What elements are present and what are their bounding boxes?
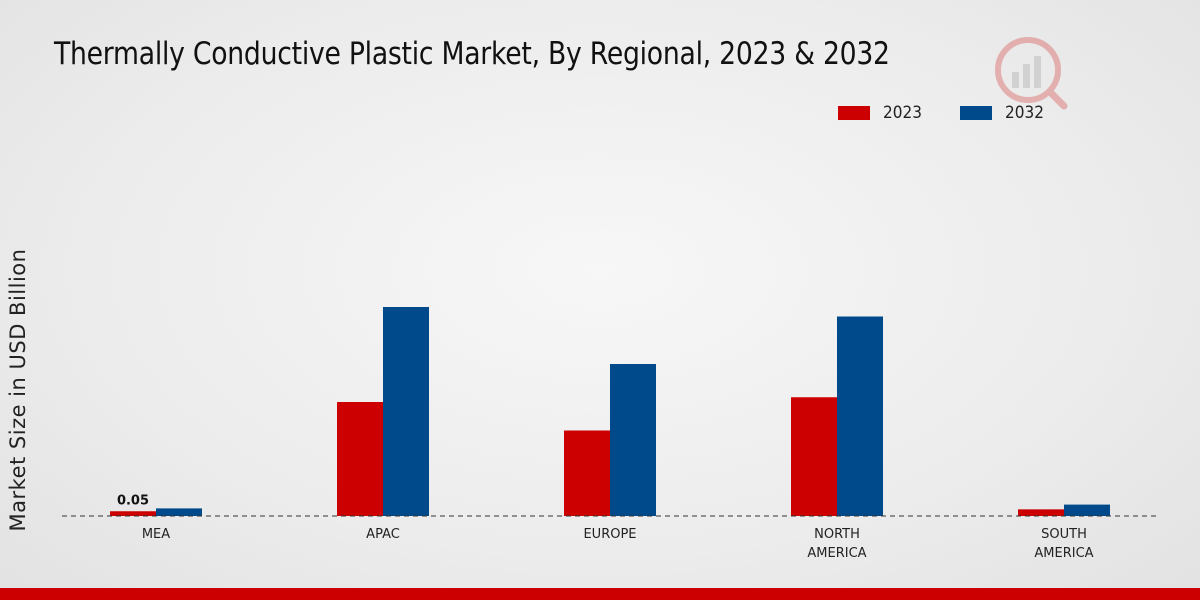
bar-2032-apac	[383, 307, 429, 516]
legend-swatch-2023	[838, 106, 870, 120]
bottom-accent-bar	[0, 588, 1200, 600]
x-tick-label: EUROPE	[583, 527, 636, 542]
bar-2032-mea	[156, 508, 202, 516]
x-tick-label: MEA	[142, 527, 170, 542]
x-tick-label: AMERICA	[807, 546, 866, 561]
bar-2023-mea	[110, 511, 156, 516]
data-label: 0.05	[117, 493, 149, 508]
legend-label-2032: 2032	[1005, 103, 1045, 123]
x-tick-labels: MEA APAC EUROPE NORTH AMERICA SOUTH AMERICA	[142, 527, 1094, 561]
legend-swatch-2032	[960, 106, 993, 120]
chart-title: Thermally Conductive Plastic Market, By …	[54, 36, 890, 72]
bar-2032-south-america	[1064, 504, 1110, 516]
legend-label-2023: 2023	[883, 103, 922, 123]
data-labels: 0.05	[117, 493, 149, 508]
x-tick-label: SOUTH	[1041, 527, 1087, 542]
x-tick-label: AMERICA	[1034, 546, 1093, 561]
x-tick-label: NORTH	[814, 527, 860, 542]
legend-item-2023: 2023	[838, 103, 926, 123]
legend-item-2032: 2032	[960, 103, 1048, 123]
bar-2023-europe	[564, 430, 610, 516]
bars-group	[110, 307, 1110, 516]
bar-2032-north-america	[837, 316, 883, 516]
legend: 2023 2032	[838, 103, 1083, 123]
x-tick-label: APAC	[366, 527, 400, 542]
bar-2032-europe	[610, 364, 656, 516]
bar-2023-north-america	[791, 397, 837, 516]
watermark-logo-icon	[995, 37, 1068, 110]
bar-2023-south-america	[1018, 509, 1064, 516]
bar-2023-apac	[337, 402, 383, 516]
